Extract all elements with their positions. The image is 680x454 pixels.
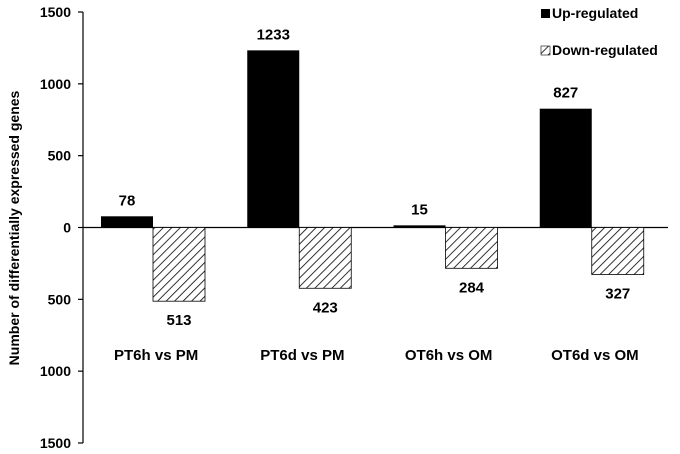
bar-up-regulated [393,225,446,228]
data-label-down-regulated: 327 [605,285,630,302]
y-tick-label: 1500 [40,4,71,20]
data-label-up-regulated: 78 [119,192,136,209]
y-tick-label: 1000 [40,76,71,92]
category-label: PT6d vs PM [260,347,344,364]
data-label-down-regulated: 284 [459,279,485,296]
legend-swatch-up-regulated [541,9,550,18]
data-label-up-regulated: 1233 [257,26,290,43]
y-tick-label: 500 [48,291,72,307]
y-tick-label: 1000 [40,363,71,379]
bar-down-regulated [152,227,206,302]
legend-label-up-regulated: Up-regulated [552,5,638,21]
y-tick-label: 1500 [40,435,71,451]
bar-down-regulated [591,227,645,275]
bars [101,50,645,302]
y-axis-title: Number of differentially expressed genes [6,90,22,365]
y-axis-ticks: 1500 1000 500 0 500 1000 1500 [40,4,83,451]
category-label: OT6d vs OM [551,347,639,364]
data-label-down-regulated: 423 [313,299,338,316]
legend: Up-regulated Down-regulated [540,5,658,58]
bar-up-regulated [101,216,153,228]
category-labels: PT6h vs PM PT6d vs PM OT6h vs OM OT6d vs OM [114,347,639,364]
data-label-down-regulated: 513 [166,312,191,329]
y-tick-label: 0 [63,220,71,236]
bar-down-regulated [298,227,352,289]
bar-down-regulated [445,227,498,269]
bar-up-regulated [539,108,592,228]
data-label-up-regulated: 15 [411,201,428,218]
y-tick-label: 500 [48,148,72,164]
category-label: OT6h vs OM [405,347,493,364]
legend-label-down-regulated: Down-regulated [552,42,658,58]
category-label: PT6h vs PM [114,347,198,364]
data-labels: 78 513 1233 423 15 284 827 327 [119,26,631,329]
legend-swatch-down-regulated [540,45,551,56]
bar-up-regulated [247,50,300,228]
data-label-up-regulated: 827 [553,85,578,102]
